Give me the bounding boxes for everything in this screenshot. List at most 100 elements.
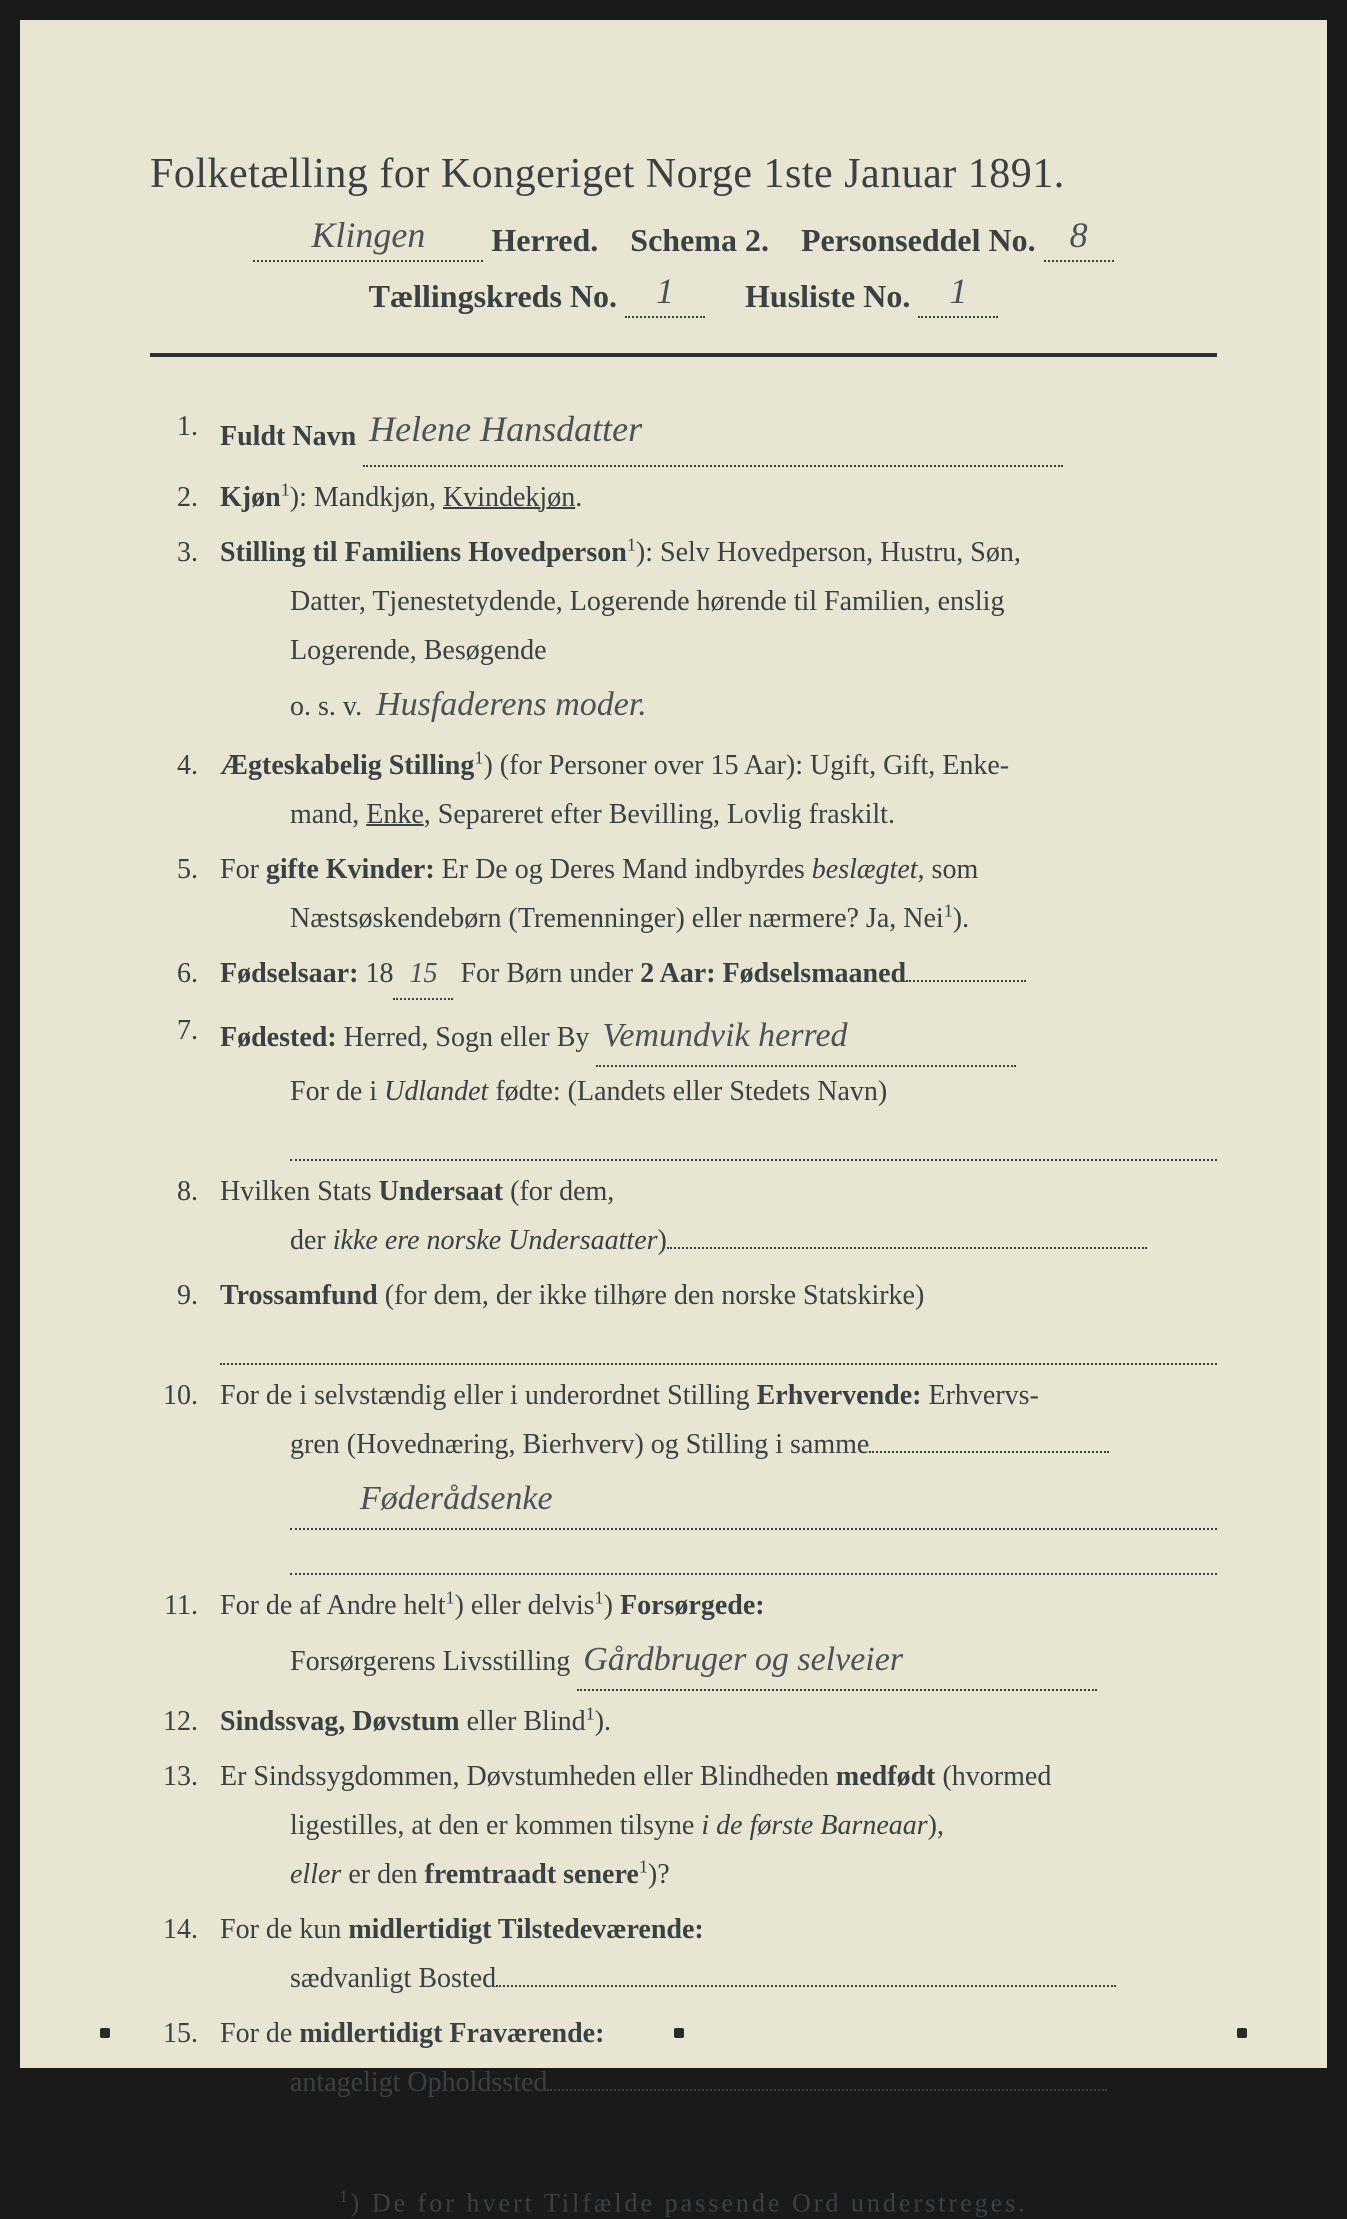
line2: ligestilles, at den er kommen tilsyne i … — [220, 1801, 1217, 1850]
item-15: 15. For de midlertidigt Fraværende: anta… — [150, 2009, 1217, 2107]
texta: Hvilken Stats — [220, 1176, 379, 1207]
item-13: 13. Er Sindssygdommen, Døvstumheden elle… — [150, 1752, 1217, 1899]
line2: For de i Udlandet fødte: (Landets eller … — [220, 1067, 1217, 1116]
item-num: 1. — [150, 402, 220, 467]
item-num: 15. — [150, 2009, 220, 2107]
item-body: Stilling til Familiens Hovedperson1): Se… — [220, 528, 1217, 735]
footnote-sup: 1 — [339, 2187, 350, 2206]
item-num: 14. — [150, 1905, 220, 2003]
divider-line — [150, 353, 1217, 357]
year-hand: 15 — [409, 958, 437, 989]
label: Ægteskabelig Stilling — [220, 750, 474, 781]
punch-mark-icon — [674, 2028, 684, 2038]
husliste-label: Husliste No. — [745, 278, 910, 314]
sup1: 1 — [446, 1588, 455, 1608]
label: Undersaat — [379, 1176, 503, 1207]
sup: 1 — [586, 1704, 595, 1724]
label: Erhvervende: — [757, 1380, 922, 1411]
item-num: 12. — [150, 1697, 220, 1746]
item-num: 6. — [150, 949, 220, 1000]
line4-prefix: o. s. v. — [290, 691, 362, 722]
item-body: For de kun midlertidigt Tilstedeværende:… — [220, 1905, 1217, 2003]
blank — [667, 1247, 1147, 1249]
line2text: Forsørgerens Livsstilling — [290, 1646, 570, 1677]
line2text: Næstsøskendebørn (Tremenninger) eller næ… — [290, 903, 944, 934]
item-body: Ægteskabelig Stilling1) (for Personer ov… — [220, 741, 1217, 839]
line3a: eller — [290, 1859, 341, 1890]
item-body: Sindssvag, Døvstum eller Blind1). — [220, 1697, 1217, 1746]
blank — [869, 1451, 1109, 1453]
bold3: fremtraadt senere — [425, 1859, 639, 1890]
label: midlertidigt Fraværende: — [299, 2018, 604, 2049]
item-body: Trossamfund (for dem, der ikke tilhøre d… — [220, 1271, 1217, 1365]
item-9: 9. Trossamfund (for dem, der ikke tilhør… — [150, 1271, 1217, 1365]
texta: eller Blind — [460, 1706, 586, 1737]
bolda: 2 Aar: — [640, 958, 715, 989]
footnote-text: ) De for hvert Tilfælde passende Ord und… — [351, 2189, 1028, 2218]
label: Forsørgede: — [620, 1590, 765, 1621]
personseddel-label: Personseddel No. — [801, 222, 1036, 258]
sup2: 1 — [595, 1588, 604, 1608]
texta: Er Sindssygdommen, Døvstumheden eller Bl… — [220, 1761, 836, 1792]
texta: For de i selvstændig eller i underordnet… — [220, 1380, 757, 1411]
personseddel-no: 8 — [1070, 215, 1088, 255]
textb: Er De og Deres Mand indbyrdes — [435, 854, 812, 885]
blank-line — [290, 1530, 1217, 1575]
schema-label: Schema 2. — [630, 222, 769, 258]
line4: o. s. v. Husfaderens moder. — [220, 675, 1217, 735]
item-2: 2. Kjøn1): Mandkjøn, Kvindekjøn. — [150, 473, 1217, 522]
blank-line — [220, 1320, 1217, 1365]
rest: ): Selv Hovedperson, Hustru, Søn, — [636, 537, 1021, 568]
line2: Forsørgerens Livsstilling Gårdbruger og … — [220, 1630, 1217, 1692]
blank — [496, 1985, 1116, 1987]
item-11: 11. For de af Andre helt1) eller delvis1… — [150, 1581, 1217, 1692]
label: midlertidigt Tilstedeværende: — [348, 1914, 703, 1945]
end: ). — [595, 1706, 611, 1737]
line2: antageligt Opholdssted — [220, 2058, 1217, 2107]
italic: beslægtet, — [812, 854, 925, 885]
line2: Datter, Tjenestetydende, Logerende høren… — [220, 577, 1217, 626]
item-num: 10. — [150, 1371, 220, 1575]
item-num: 4. — [150, 741, 220, 839]
labelb: Fødselsmaaned — [716, 958, 907, 989]
item-body: Fuldt Navn Helene Hansdatter — [220, 402, 1217, 467]
textb: ) eller delvis — [455, 1590, 595, 1621]
taellingskreds-label: Tællingskreds No. — [369, 278, 617, 314]
textb: (hvormed — [935, 1761, 1051, 1792]
item-body: For de i selvstændig eller i underordnet… — [220, 1371, 1217, 1575]
texta: For Børn under — [460, 958, 640, 989]
item-num: 11. — [150, 1581, 220, 1692]
line2a: For de i — [290, 1076, 384, 1107]
line2: gren (Hovednæring, Bierhverv) og Stillin… — [220, 1420, 1217, 1469]
blank — [547, 2089, 1107, 2091]
line2text: gren (Hovednæring, Bierhverv) og Stillin… — [290, 1429, 869, 1460]
subtitle-kreds: Tællingskreds No. 1 Husliste No. 1 — [150, 274, 1217, 318]
line2a: ligestilles, at den er kommen tilsyne — [290, 1810, 701, 1841]
textc: som — [925, 854, 979, 885]
text: (for dem, der ikke tilhøre den norske St… — [378, 1280, 925, 1311]
item-6: 6. Fødselsaar: 1815 For Børn under 2 Aar… — [150, 949, 1217, 1000]
item-4: 4. Ægteskabelig Stilling1) (for Personer… — [150, 741, 1217, 839]
italic: Udlandet — [384, 1076, 488, 1107]
item-3: 3. Stilling til Familiens Hovedperson1):… — [150, 528, 1217, 735]
hand: Gårdbruger og selveier — [583, 1641, 903, 1678]
item-body: For de af Andre helt1) eller delvis1) Fo… — [220, 1581, 1217, 1692]
sup: 1 — [281, 480, 290, 500]
line2b: , Separeret efter Bevilling, Lovlig fras… — [424, 799, 895, 830]
herred-label: Herred. — [491, 222, 598, 258]
sup: 1 — [639, 1857, 648, 1877]
item-10: 10. For de i selvstændig eller i underor… — [150, 1371, 1217, 1575]
item-num: 3. — [150, 528, 220, 735]
sup: 1 — [944, 900, 953, 920]
punch-mark-icon — [100, 2028, 110, 2038]
line2b: fødte: (Landets eller Stedets Navn) — [488, 1076, 887, 1107]
bold: medfødt — [836, 1761, 936, 1792]
line3: Logerende, Besøgende — [220, 626, 1217, 675]
line2-underlined: Enke — [366, 799, 424, 830]
sup: 1 — [627, 535, 636, 555]
end: )? — [648, 1859, 670, 1890]
line2b: ) — [658, 1225, 667, 1256]
husliste-no: 1 — [949, 271, 967, 311]
line3b: er den — [341, 1859, 424, 1890]
italic: ikke ere norske Undersaatter — [333, 1225, 658, 1256]
